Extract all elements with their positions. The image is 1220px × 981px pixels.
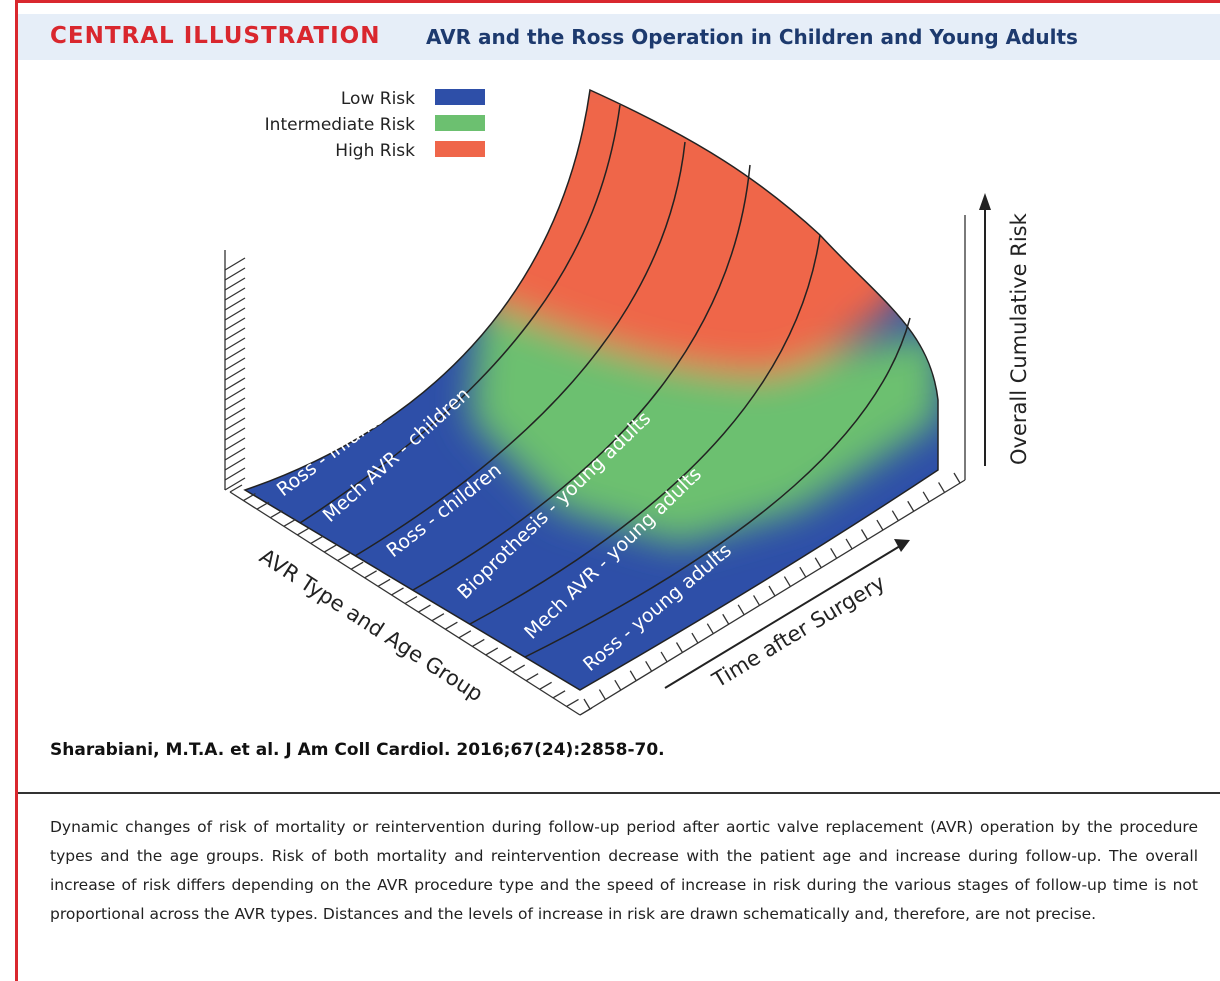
tick xyxy=(677,643,683,653)
tick xyxy=(459,631,471,638)
tick xyxy=(225,358,245,370)
tick xyxy=(754,595,760,605)
legend-swatch xyxy=(435,89,485,105)
tick xyxy=(225,408,245,420)
tick xyxy=(225,278,245,290)
tick xyxy=(800,567,806,577)
legend-label: High Risk xyxy=(335,141,415,161)
tick xyxy=(892,511,898,521)
tick xyxy=(815,558,821,568)
tick xyxy=(225,478,245,490)
tick xyxy=(225,308,245,320)
tick xyxy=(225,418,245,430)
tick xyxy=(225,378,245,390)
tick xyxy=(378,579,390,586)
tick xyxy=(225,268,245,280)
tick xyxy=(472,639,484,646)
tick xyxy=(225,388,245,400)
tick xyxy=(365,571,377,578)
tick xyxy=(432,614,444,621)
tick xyxy=(486,648,498,655)
tick xyxy=(499,657,511,664)
tick xyxy=(692,633,698,643)
tick xyxy=(225,258,245,270)
tick xyxy=(939,482,945,492)
tick xyxy=(297,528,309,535)
legend-label: Low Risk xyxy=(341,89,415,109)
tick xyxy=(954,473,960,483)
tick xyxy=(831,548,837,558)
axis-label: Overall Cumulative Risk xyxy=(1007,212,1031,465)
tick xyxy=(225,468,245,480)
tick xyxy=(584,699,590,709)
tick xyxy=(225,348,245,360)
tick xyxy=(599,690,605,700)
tick xyxy=(769,586,775,596)
tick xyxy=(225,318,245,330)
tick xyxy=(243,494,255,501)
tick xyxy=(553,691,565,698)
tick xyxy=(225,398,245,410)
tick xyxy=(567,699,579,706)
legend-swatch xyxy=(435,141,485,157)
tick xyxy=(225,298,245,310)
tick xyxy=(580,708,592,715)
tick xyxy=(707,624,713,634)
divider xyxy=(18,792,1220,794)
tick xyxy=(540,682,552,689)
tick xyxy=(445,622,457,629)
tick xyxy=(877,520,883,530)
tick xyxy=(225,458,245,470)
tick xyxy=(392,588,404,595)
tick xyxy=(630,671,636,681)
tick xyxy=(846,539,852,549)
legend-swatch xyxy=(435,115,485,131)
tick xyxy=(225,338,245,350)
tick xyxy=(661,652,667,662)
tick xyxy=(723,614,729,624)
tick xyxy=(257,502,269,509)
page: CENTRAL ILLUSTRATION AVR and the Ross Op… xyxy=(0,0,1220,981)
tick xyxy=(225,288,245,300)
tick xyxy=(418,605,430,612)
tick xyxy=(526,674,538,681)
tick xyxy=(351,562,363,569)
tick xyxy=(784,577,790,587)
tick xyxy=(225,448,245,460)
tick xyxy=(405,597,417,604)
tick xyxy=(324,545,336,552)
tick xyxy=(284,519,296,526)
tick xyxy=(225,368,245,380)
caption: Dynamic changes of risk of mortality or … xyxy=(50,813,1198,929)
citation: Sharabiani, M.T.A. et al. J Am Coll Card… xyxy=(50,740,665,760)
tick xyxy=(738,605,744,615)
tick xyxy=(225,328,245,340)
tick xyxy=(615,680,621,690)
tick xyxy=(923,492,929,502)
legend-label: Intermediate Risk xyxy=(265,115,415,135)
illustration: Low Risk Intermediate Risk High Risk Ros… xyxy=(0,0,1220,790)
tick xyxy=(225,428,245,440)
tick xyxy=(311,536,323,543)
tick xyxy=(862,530,868,540)
tick xyxy=(513,665,525,672)
tick xyxy=(338,554,350,561)
tick xyxy=(225,438,245,450)
tick xyxy=(908,501,914,511)
tick xyxy=(646,661,652,671)
tick xyxy=(270,511,282,518)
legend: Low Risk Intermediate Risk High Risk xyxy=(265,89,485,161)
